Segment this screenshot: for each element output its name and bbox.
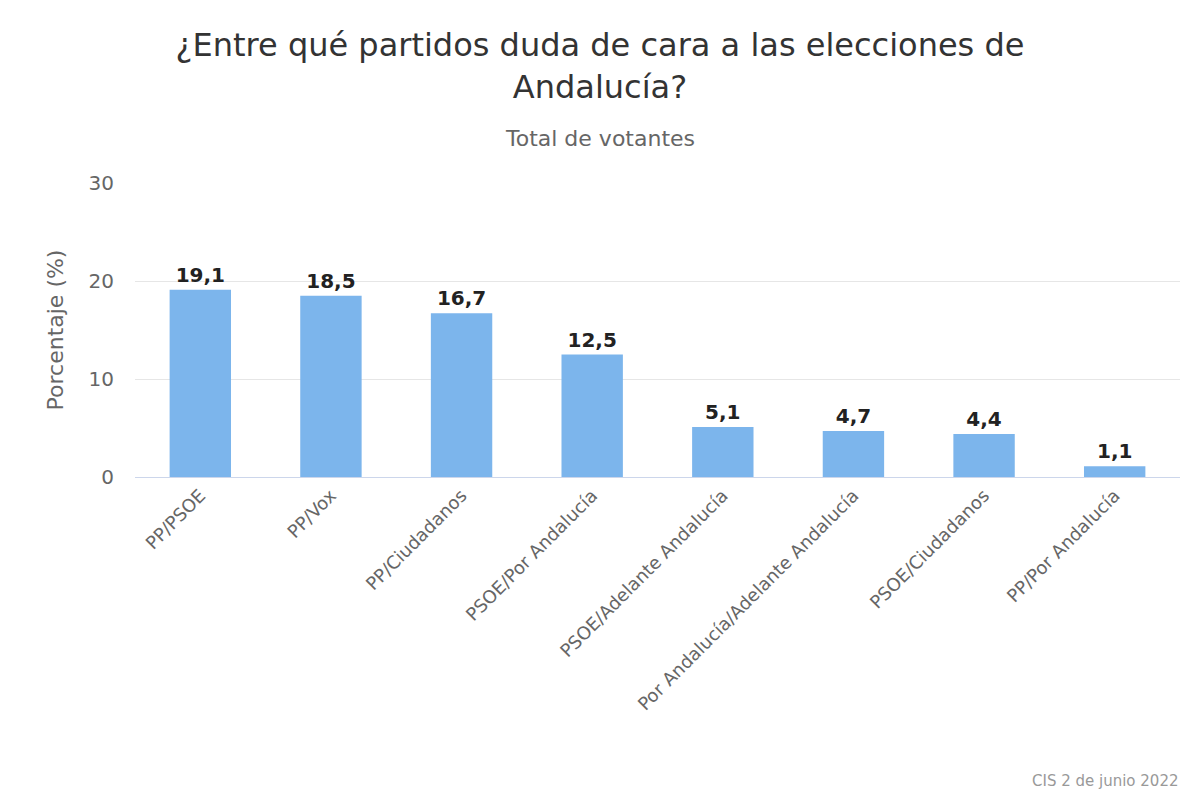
svg-text:10: 10 xyxy=(89,367,114,391)
svg-text:19,1: 19,1 xyxy=(176,263,225,287)
svg-text:18,5: 18,5 xyxy=(306,269,355,293)
svg-text:PP/PSOE: PP/PSOE xyxy=(141,485,209,553)
svg-text:1,1: 1,1 xyxy=(1097,439,1132,463)
svg-text:CIS 2 de junio 2022: CIS 2 de junio 2022 xyxy=(1032,772,1178,790)
svg-text:0: 0 xyxy=(101,465,114,489)
svg-text:5,1: 5,1 xyxy=(705,400,740,424)
svg-text:Porcentaje (%): Porcentaje (%) xyxy=(43,250,68,411)
svg-text:PSOE/Adelante Andalucía: PSOE/Adelante Andalucía xyxy=(556,485,732,661)
svg-text:PP/Vox: PP/Vox xyxy=(283,485,340,542)
svg-text:30: 30 xyxy=(89,171,114,195)
svg-text:PSOE/Por Andalucía: PSOE/Por Andalucía xyxy=(462,485,602,625)
svg-text:4,4: 4,4 xyxy=(966,407,1001,431)
svg-text:16,7: 16,7 xyxy=(437,286,486,310)
svg-text:4,7: 4,7 xyxy=(836,404,871,428)
svg-text:12,5: 12,5 xyxy=(568,328,617,352)
svg-text:PP/Ciudadanos: PP/Ciudadanos xyxy=(362,485,471,594)
svg-text:Por Andalucía/Adelante Andaluc: Por Andalucía/Adelante Andalucía xyxy=(633,485,862,714)
svg-text:20: 20 xyxy=(89,269,114,293)
svg-text:PSOE/Ciudadanos: PSOE/Ciudadanos xyxy=(866,485,994,613)
svg-text:PP/Por Andalucía: PP/Por Andalucía xyxy=(1003,485,1124,606)
svg-text:Total de votantes: Total de votantes xyxy=(505,126,695,151)
svg-text:¿Entre qué partidos duda de ca: ¿Entre qué partidos duda de cara a las e… xyxy=(176,26,1025,106)
